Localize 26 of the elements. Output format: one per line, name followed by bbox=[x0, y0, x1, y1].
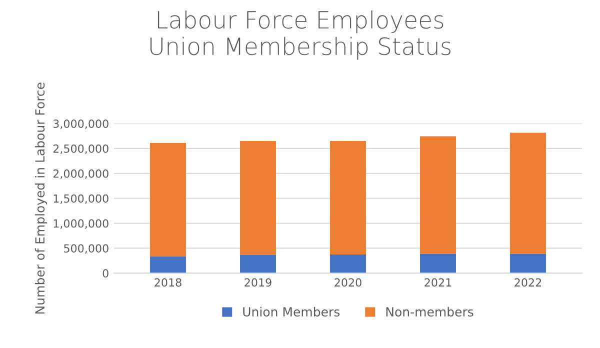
y-tick-label: 0 bbox=[102, 269, 108, 278]
bar bbox=[330, 141, 366, 254]
x-tick-label: 2020 bbox=[334, 278, 362, 287]
bar bbox=[330, 254, 366, 274]
bar bbox=[240, 141, 276, 255]
y-tick-label: 3,000,000 bbox=[53, 120, 108, 130]
y-tick-label: 1,500,000 bbox=[54, 194, 108, 204]
legend-label: Non-members bbox=[386, 306, 474, 317]
x-tick-label: 2019 bbox=[244, 278, 272, 287]
x-tick-label: 2021 bbox=[424, 278, 452, 287]
x-tick-label: 2018 bbox=[154, 278, 182, 287]
y-tick-label: 2,000,000 bbox=[53, 169, 108, 179]
bar bbox=[240, 254, 276, 274]
y-tick-label: 500,000 bbox=[64, 244, 108, 254]
bar bbox=[150, 256, 186, 274]
bar bbox=[510, 132, 546, 254]
legend-label: Union Members bbox=[243, 306, 340, 317]
y-tick-label: 1,000,000 bbox=[54, 219, 108, 229]
bar bbox=[420, 254, 456, 274]
chart-title: Labour Force Employees Union Membership Status bbox=[150, 10, 451, 60]
bar bbox=[150, 142, 186, 256]
x-tick-label: 2022 bbox=[514, 278, 542, 287]
y-axis-title: Number of Employed in Labour Force bbox=[34, 82, 48, 314]
y-tick-label: 2,500,000 bbox=[53, 144, 108, 154]
bar bbox=[420, 136, 456, 254]
bar bbox=[510, 254, 546, 274]
